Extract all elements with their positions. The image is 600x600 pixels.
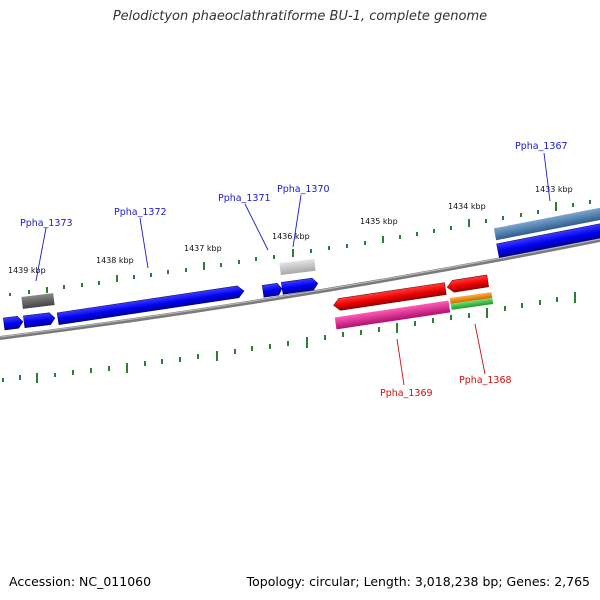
topology-text: Topology: circular; Length: 3,018,238 bp… <box>246 574 590 589</box>
kbp-label-1435: 1435 kbp <box>360 217 398 226</box>
gene-label-ppha-1369[interactable]: Ppha_1369 <box>380 388 433 399</box>
gene-label-ppha-1370[interactable]: Ppha_1370 <box>277 184 330 195</box>
gene-arrow-ppha-1372[interactable] <box>56 285 245 325</box>
genome-backbone <box>0 238 600 340</box>
kbp-label-1436: 1436 kbp <box>272 232 310 241</box>
leader-ppha-1373 <box>35 227 47 282</box>
gene-arrow-ppha-1371[interactable] <box>261 282 283 298</box>
feature-orange-ppha-1368 <box>449 292 493 304</box>
kbp-label-1433: 1433 kbp <box>535 185 573 194</box>
leader-ppha-1369 <box>396 338 405 386</box>
genome-backbone-highlight <box>0 238 600 338</box>
feature-gray-left <box>21 293 55 309</box>
upper-tick-track <box>9 200 591 296</box>
kbp-label-1437: 1437 kbp <box>184 244 222 253</box>
kbp-label-1434: 1434 kbp <box>448 202 486 211</box>
feature-magenta-ppha-1369 <box>334 300 451 330</box>
leader-ppha-1371 <box>244 203 269 251</box>
map-title: Pelodictyon phaeoclathratiforme BU-1, co… <box>112 9 488 24</box>
gene-label-ppha-1371[interactable]: Ppha_1371 <box>218 193 271 204</box>
gene-label-ppha-1373[interactable]: Ppha_1373 <box>20 218 73 229</box>
gene-arrow-ppha-1367[interactable] <box>496 223 600 258</box>
gene-label-ppha-1372[interactable]: Ppha_1372 <box>114 207 167 218</box>
feature-steelblue-ppha-1367 <box>493 207 600 241</box>
leader-ppha-1372 <box>139 217 149 269</box>
leader-ppha-1368 <box>474 323 486 375</box>
leader-ppha-1367 <box>543 152 551 202</box>
gene-arrow-ppha-1373[interactable] <box>23 312 56 329</box>
gene-arrow-ppha-1369[interactable] <box>333 282 447 312</box>
accession-text: Accession: NC_011060 <box>9 574 152 589</box>
kbp-label-1439: 1439 kbp <box>8 266 46 275</box>
gene-label-ppha-1367[interactable]: Ppha_1367 <box>515 141 568 152</box>
gene-arrow-ppha-1368[interactable] <box>446 274 489 293</box>
kbp-label-1438: 1438 kbp <box>96 256 134 265</box>
gene-arrow-left-partial[interactable] <box>3 316 24 331</box>
feature-gray-ppha-1370 <box>279 258 316 276</box>
gene-arrow-ppha-1370[interactable] <box>281 277 319 295</box>
leader-ppha-1370 <box>292 194 302 248</box>
gene-label-ppha-1368[interactable]: Ppha_1368 <box>459 375 512 386</box>
lower-tick-track <box>2 292 576 383</box>
feature-green-ppha-1368 <box>450 298 494 310</box>
